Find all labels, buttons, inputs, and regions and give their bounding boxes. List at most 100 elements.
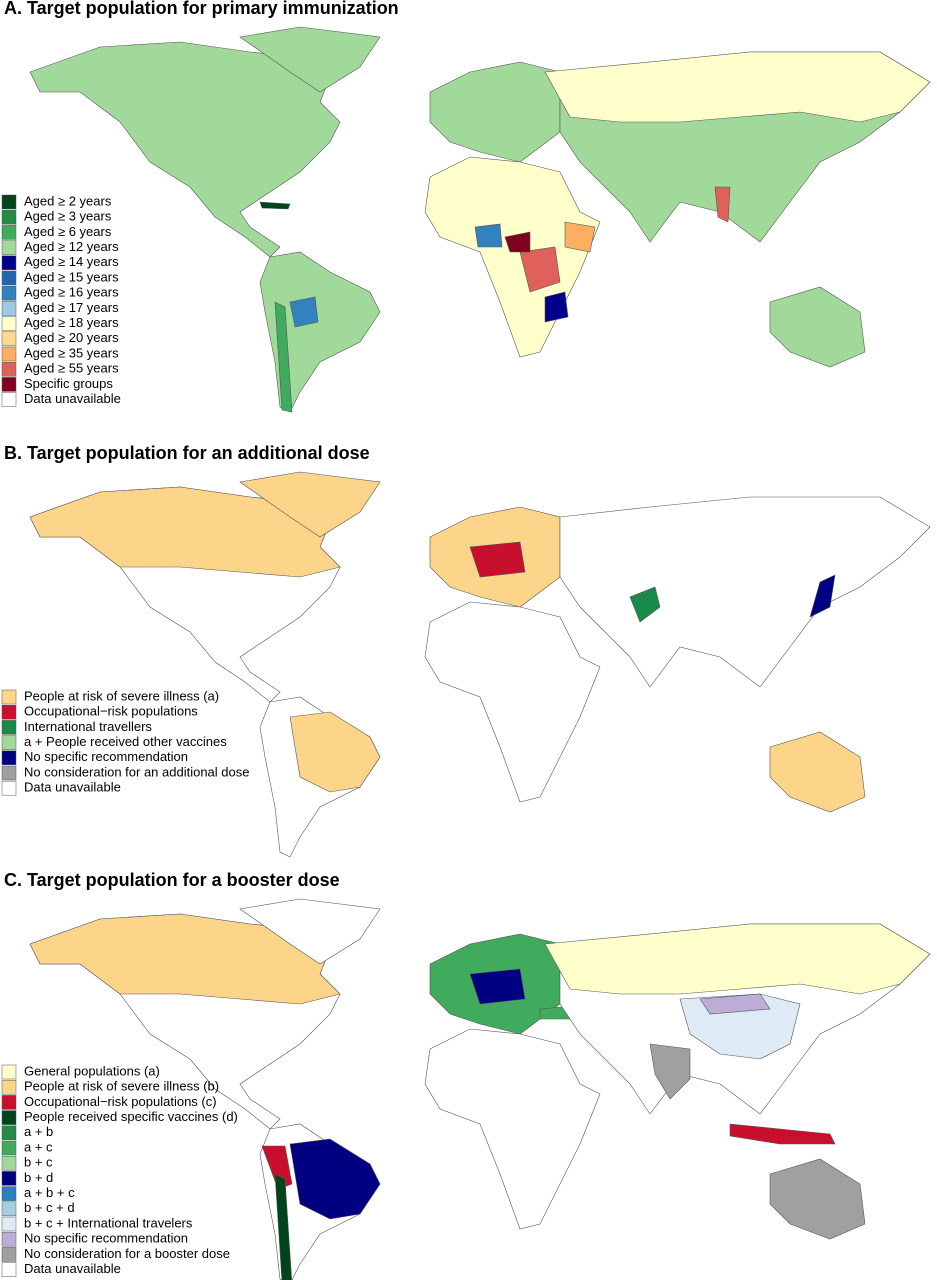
country-region [519,246,561,293]
legend-swatch [1,1079,17,1095]
country-region [239,26,381,93]
legend-swatch [1,270,17,286]
legend-swatch [1,689,17,705]
legend-label: Aged ≥ 55 years [24,361,119,376]
legend-swatch [1,1064,17,1080]
legend-label: People at risk of severe illness (b) [24,1079,219,1094]
legend-swatch [1,1201,17,1217]
legend-label: b + c [24,1155,53,1170]
legend-label: No specific recommendation [24,1231,188,1246]
legend-swatch [1,361,17,377]
legend-swatch [1,1125,17,1141]
legend-label: General populations (a) [24,1063,160,1078]
country-region [274,1173,293,1280]
legend-swatch [1,301,17,316]
panel-title: A. Target population for primary immuniz… [4,0,399,18]
country-region [769,731,866,813]
legend-swatch [1,316,17,331]
legend-label: Aged ≥ 14 years [24,254,119,269]
legend-label: a + b + c [24,1185,75,1200]
legend-label: Aged ≥ 16 years [24,285,119,300]
country-region [559,496,931,688]
legend-swatch [1,1262,17,1277]
legend-swatch [1,285,17,301]
country-region [289,1138,381,1220]
legend-swatch [1,1186,17,1201]
map-panel [29,471,931,858]
legend-swatch [1,1231,17,1247]
country-region [424,156,601,358]
legend-label: Aged ≥ 3 years [24,209,112,224]
legend-label: b + c + d [24,1200,75,1215]
legend-swatch [1,331,17,347]
legend-swatch [1,1110,17,1125]
country-region [274,301,293,413]
legend-label: Aged ≥ 12 years [24,239,119,254]
country-region [429,61,561,163]
legend-swatch [1,780,17,796]
legend-label: Specific groups [24,376,113,391]
country-region [544,51,931,123]
legend-swatch [1,1095,17,1110]
legend-swatch [1,346,17,362]
legend-swatch [1,1140,17,1156]
legend-label: Aged ≥ 2 years [24,193,112,208]
legend-label: Aged ≥ 6 years [24,224,112,239]
legend-swatch [1,1171,17,1186]
legend-label: Data unavailable [24,780,121,795]
legend-swatch [1,750,17,766]
legend-label: Aged ≥ 35 years [24,345,119,360]
legend-swatch [1,225,17,240]
country-region [424,1028,601,1230]
legend-swatch [1,392,17,407]
panel-title: C. Target population for a booster dose [4,870,340,890]
legend-label: Aged ≥ 18 years [24,315,119,330]
legend-label: No specific recommendation [24,749,188,764]
country-region [544,923,931,995]
legend-swatch [1,377,17,392]
country-region [469,968,526,1005]
legend-label: b + c + International travelers [24,1215,193,1230]
legend-label: Data unavailable [24,1261,121,1276]
map-panel [29,898,931,1280]
country-region [29,913,341,1005]
legend-label: International travellers [24,719,152,734]
legend-swatch [1,1155,17,1171]
legend-label: Aged ≥ 17 years [24,300,119,315]
legend-label: a + b [24,1124,53,1139]
country-region [564,221,596,253]
country-region [649,1043,691,1100]
legend-swatch [1,240,17,255]
country-region [504,231,531,253]
legend-swatch [1,765,17,781]
panel-title: B. Target population for an additional d… [4,443,370,463]
legend-label: b + d [24,1170,53,1185]
legend-label: Occupational−risk populations [24,704,198,719]
country-region [259,201,291,210]
country-region [259,251,381,413]
country-region [289,711,381,793]
legend-swatch [1,1216,17,1232]
legend-label: Aged ≥ 15 years [24,269,119,284]
legend-swatch [1,209,17,225]
country-region [544,291,569,323]
country-region [261,1145,293,1190]
country-region [239,471,381,538]
country-region [474,223,503,248]
country-region [809,574,836,618]
legend-label: People at risk of severe illness (a) [24,688,219,703]
legend-label: Aged ≥ 20 years [24,330,119,345]
country-region [769,286,866,368]
country-region [729,1123,836,1145]
legend-swatch [1,704,17,720]
legend-swatch [1,1247,17,1262]
legend-swatch [1,194,17,210]
legend-label: No consideration for an additional dose [24,764,249,779]
legend-label: a + c [24,1139,53,1154]
legend-label: No consideration for a booster dose [24,1246,230,1261]
legend-label: Data unavailable [24,391,121,406]
legend-label: a + People received other vaccines [24,734,227,749]
country-region [239,898,381,965]
legend-label: People received specific vaccines (d) [24,1109,238,1124]
